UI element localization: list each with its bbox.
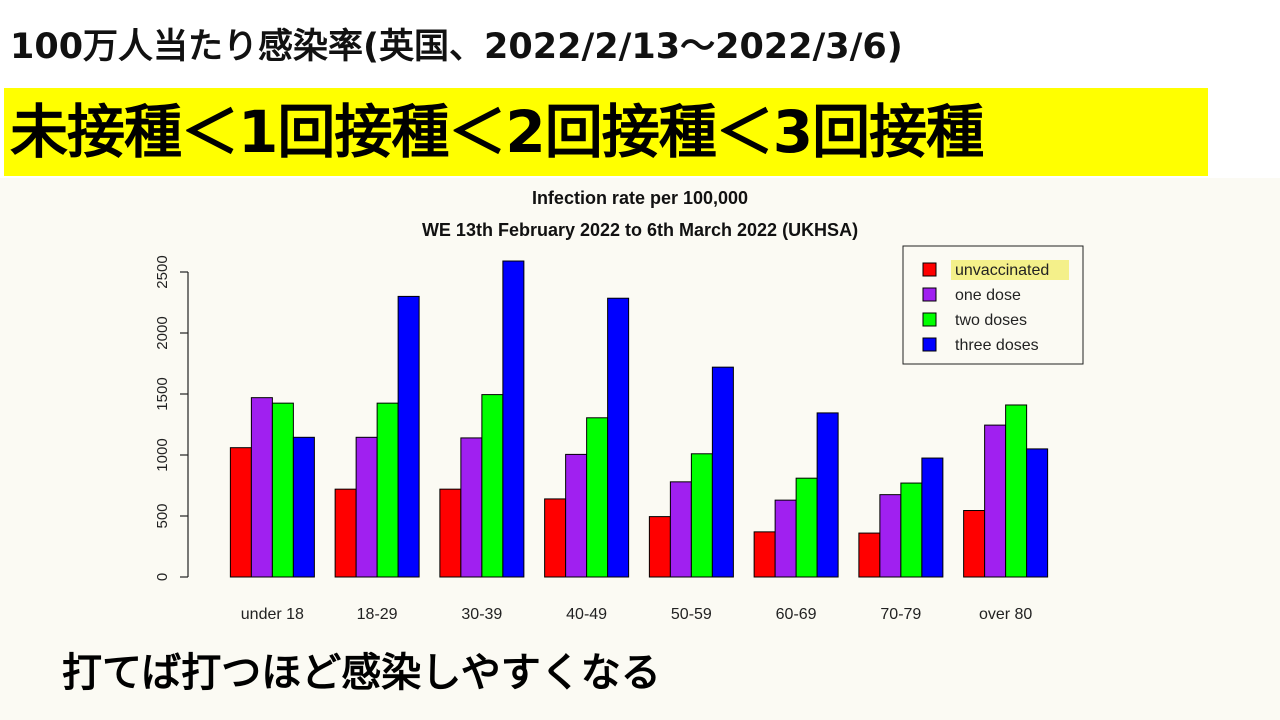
- bar-two-doses-30-39: [481, 394, 504, 578]
- bar-three-doses-70-79: [921, 457, 944, 578]
- legend-label: one dose: [955, 287, 1021, 304]
- bar-one-dose-50-59: [669, 481, 692, 578]
- bar-three-doses-40-49: [607, 297, 630, 578]
- bar-unvaccinated-50-59: [648, 516, 671, 578]
- x-tick-label: under 18: [241, 606, 304, 623]
- bar-one-dose-over-80: [984, 424, 1007, 578]
- bar-two-doses-60-69: [795, 477, 818, 578]
- bar-one-dose-40-49: [565, 453, 588, 578]
- bar-three-doses-30-39: [502, 260, 525, 578]
- legend: unvaccinated one dose two doses three doses: [902, 245, 1084, 365]
- x-tick-label: over 80: [979, 606, 1032, 623]
- bar-unvaccinated-70-79: [858, 532, 881, 578]
- bar-three-doses-18-29: [397, 295, 420, 578]
- bar-two-doses-50-59: [690, 453, 713, 578]
- y-axis: 0 500 1000 1500 2000 2500: [154, 255, 189, 581]
- footer-caption: 打てば打つほど感染しやすくなる: [62, 650, 661, 696]
- x-tick-label: 18-29: [357, 606, 398, 623]
- bar-one-dose-18-29: [355, 436, 378, 578]
- bar-two-doses-70-79: [900, 482, 923, 578]
- x-axis-labels: under 18 18-29 30-39 40-49 50-59 60-69 70-79 ov…: [241, 606, 1033, 623]
- legend-label: two doses: [955, 312, 1027, 329]
- bar-unvaccinated-60-69: [753, 531, 776, 578]
- bar-three-doses-over-80: [1026, 448, 1049, 578]
- legend-swatch: [922, 312, 937, 327]
- headline: 100万人当たり感染率(英国、2022/2/13〜2022/3/6): [10, 27, 903, 67]
- x-tick-label: 30-39: [461, 606, 502, 623]
- legend-label: unvaccinated: [955, 262, 1049, 279]
- x-tick-label: 40-49: [566, 606, 607, 623]
- bar-unvaccinated-under-18: [229, 447, 252, 578]
- banner-text: 未接種＜1回接種＜2回接種＜3回接種: [10, 98, 984, 166]
- bar-unvaccinated-over-80: [963, 510, 986, 578]
- bar-three-doses-under-18: [292, 436, 315, 578]
- chart-title: Infection rate per 100,000: [532, 188, 748, 208]
- legend-label: three doses: [955, 337, 1039, 354]
- legend-swatch: [922, 337, 937, 352]
- bar-one-dose-30-39: [460, 437, 483, 578]
- y-tick-label: 1000: [154, 438, 171, 471]
- y-tick-label: 500: [154, 503, 171, 528]
- y-tick-label: 1500: [154, 377, 171, 410]
- bar-chart: Infection rate per 100,000 WE 13th Febru…: [154, 188, 1084, 623]
- x-tick-label: 50-59: [671, 606, 712, 623]
- bar-one-dose-70-79: [879, 494, 902, 578]
- x-tick-label: 60-69: [776, 606, 817, 623]
- banner: 未接種＜1回接種＜2回接種＜3回接種: [4, 88, 1208, 176]
- bar-unvaccinated-30-39: [439, 488, 462, 578]
- y-tick-label: 0: [154, 573, 171, 581]
- legend-swatch: [922, 262, 937, 277]
- y-tick-label: 2500: [154, 255, 171, 288]
- legend-highlight: [951, 260, 1069, 280]
- bar-one-dose-60-69: [774, 499, 797, 578]
- y-tick-label: 2000: [154, 316, 171, 349]
- bar-unvaccinated-40-49: [544, 498, 567, 578]
- bar-two-doses-18-29: [376, 402, 399, 578]
- bar-three-doses-50-59: [711, 366, 734, 578]
- legend-swatch: [922, 287, 937, 302]
- bar-one-dose-under-18: [250, 397, 273, 578]
- bar-two-doses-over-80: [1005, 404, 1028, 578]
- bars: [229, 260, 1049, 578]
- x-tick-label: 70-79: [880, 606, 921, 623]
- bar-three-doses-60-69: [816, 412, 839, 578]
- chart-subtitle: WE 13th February 2022 to 6th March 2022 …: [422, 220, 858, 240]
- bar-two-doses-under-18: [271, 402, 294, 578]
- bar-unvaccinated-18-29: [334, 488, 357, 578]
- bar-two-doses-40-49: [586, 417, 609, 578]
